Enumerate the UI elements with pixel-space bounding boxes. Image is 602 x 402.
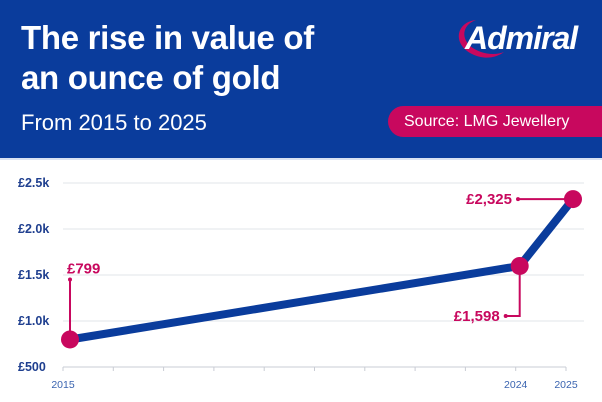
- annotation-label: £1,598: [454, 308, 500, 325]
- header-banner: The rise in value of an ounce of gold Fr…: [0, 0, 602, 160]
- annotation-leader: [505, 265, 521, 317]
- logo-swoosh-icon: [458, 20, 504, 58]
- y-tick-label: £1.5k: [18, 268, 49, 282]
- grid-lines: [63, 182, 584, 322]
- annotation-label: £2,325: [466, 191, 512, 208]
- annotation-label: £799: [67, 260, 100, 277]
- y-axis: £500 £1.0k £1.5k £2.0k £2.5k: [18, 176, 49, 374]
- annotation-leader-end: [503, 313, 508, 318]
- annotations: £799 £1,598 £2,325: [67, 191, 573, 340]
- subtitle: From 2015 to 2025: [21, 110, 207, 135]
- x-tick-label: 2024: [504, 379, 528, 391]
- annotation-leader-end: [516, 197, 520, 202]
- y-tick-label: £500: [18, 360, 46, 374]
- y-tick-label: £1.0k: [18, 314, 49, 328]
- title-line-2: an ounce of gold: [21, 59, 281, 96]
- x-tick-label: 2015: [51, 379, 75, 391]
- source-badge: Source: LMG Jewellery: [388, 106, 602, 137]
- x-axis: 2015 2024 2025: [51, 366, 578, 391]
- series-line: [61, 190, 582, 349]
- y-tick-label: £2.0k: [18, 222, 49, 236]
- page-title: The rise in value of an ounce of gold: [21, 18, 401, 98]
- admiral-logo: Admiral: [450, 14, 590, 64]
- title-line-1: The rise in value of: [21, 19, 314, 56]
- logo-text: Admiral: [465, 20, 578, 56]
- x-tick-label: 2025: [554, 379, 578, 391]
- y-tick-label: £2.5k: [18, 176, 49, 190]
- line-chart: £500 £1.0k £1.5k £2.0k £2.5k 2015 2024 2025 £7…: [18, 176, 584, 391]
- annotation-leader-end: [68, 277, 72, 282]
